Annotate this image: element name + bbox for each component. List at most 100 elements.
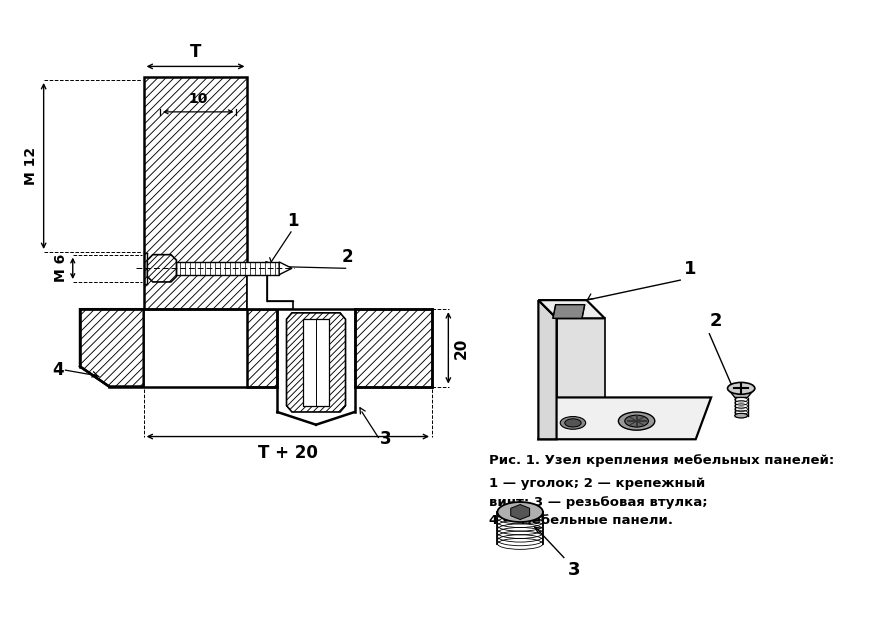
Polygon shape (80, 309, 143, 386)
Polygon shape (143, 77, 247, 309)
Polygon shape (143, 77, 247, 309)
Polygon shape (355, 309, 432, 386)
Polygon shape (143, 77, 247, 309)
Polygon shape (287, 313, 346, 412)
Polygon shape (143, 77, 247, 309)
Polygon shape (80, 309, 143, 386)
Polygon shape (247, 309, 277, 386)
Polygon shape (355, 309, 432, 386)
Polygon shape (147, 255, 176, 282)
Polygon shape (143, 77, 247, 309)
Polygon shape (143, 77, 247, 309)
Polygon shape (80, 309, 143, 386)
Polygon shape (287, 313, 346, 412)
Polygon shape (355, 309, 432, 386)
Polygon shape (143, 77, 247, 309)
Polygon shape (247, 309, 277, 386)
Polygon shape (143, 77, 247, 309)
Polygon shape (247, 309, 277, 386)
Polygon shape (143, 77, 247, 309)
Polygon shape (287, 313, 346, 412)
Polygon shape (143, 77, 247, 309)
Polygon shape (147, 255, 176, 282)
Polygon shape (355, 309, 432, 386)
Polygon shape (143, 77, 247, 309)
Polygon shape (147, 255, 176, 282)
Polygon shape (80, 309, 143, 386)
Polygon shape (143, 77, 247, 309)
Polygon shape (355, 309, 432, 386)
Polygon shape (287, 313, 346, 412)
Text: 1 — уголок; 2 — крепежный: 1 — уголок; 2 — крепежный (489, 478, 706, 491)
Polygon shape (80, 309, 143, 386)
Polygon shape (143, 77, 247, 309)
Polygon shape (143, 77, 247, 309)
Polygon shape (355, 309, 432, 386)
Polygon shape (355, 309, 432, 386)
Polygon shape (287, 313, 346, 412)
Polygon shape (143, 77, 247, 309)
Polygon shape (143, 77, 247, 309)
Polygon shape (355, 309, 432, 386)
Polygon shape (147, 255, 176, 282)
Polygon shape (287, 313, 346, 412)
Polygon shape (143, 77, 247, 309)
Polygon shape (355, 309, 432, 386)
Polygon shape (143, 77, 247, 309)
Polygon shape (355, 309, 432, 386)
Polygon shape (80, 309, 143, 386)
Polygon shape (355, 309, 432, 386)
Polygon shape (143, 77, 247, 309)
Polygon shape (287, 313, 346, 412)
Polygon shape (143, 77, 247, 309)
Polygon shape (143, 77, 247, 309)
Polygon shape (80, 309, 143, 386)
Polygon shape (143, 77, 247, 309)
Polygon shape (287, 313, 346, 412)
Polygon shape (143, 77, 247, 309)
Polygon shape (143, 77, 247, 309)
Polygon shape (247, 309, 277, 386)
Polygon shape (143, 77, 247, 309)
Ellipse shape (619, 412, 655, 430)
Polygon shape (355, 309, 432, 386)
Text: 2: 2 (341, 248, 353, 266)
Polygon shape (287, 313, 346, 412)
Polygon shape (247, 309, 277, 386)
Polygon shape (80, 309, 143, 386)
Polygon shape (147, 255, 176, 282)
Polygon shape (147, 255, 176, 282)
Polygon shape (143, 77, 247, 309)
Polygon shape (143, 77, 247, 309)
Polygon shape (143, 77, 247, 309)
Polygon shape (287, 313, 346, 412)
Polygon shape (147, 255, 176, 282)
Polygon shape (247, 309, 277, 386)
Polygon shape (287, 313, 346, 412)
Polygon shape (80, 309, 143, 386)
Polygon shape (80, 309, 143, 386)
Polygon shape (247, 309, 277, 386)
Polygon shape (143, 77, 247, 309)
Polygon shape (287, 313, 346, 412)
Polygon shape (80, 309, 143, 386)
Polygon shape (355, 309, 432, 386)
Polygon shape (143, 77, 247, 309)
Polygon shape (147, 255, 176, 282)
Polygon shape (80, 309, 143, 386)
Polygon shape (355, 309, 432, 386)
Polygon shape (147, 255, 176, 282)
Polygon shape (287, 313, 346, 412)
Text: 4: 4 (52, 361, 63, 379)
Polygon shape (143, 77, 247, 309)
Polygon shape (355, 309, 432, 386)
Polygon shape (143, 77, 247, 309)
Polygon shape (355, 309, 432, 386)
Polygon shape (143, 77, 247, 309)
Polygon shape (287, 313, 346, 412)
Polygon shape (143, 77, 247, 309)
Polygon shape (143, 77, 247, 309)
Polygon shape (143, 77, 247, 309)
Polygon shape (147, 255, 176, 282)
Polygon shape (247, 309, 277, 386)
